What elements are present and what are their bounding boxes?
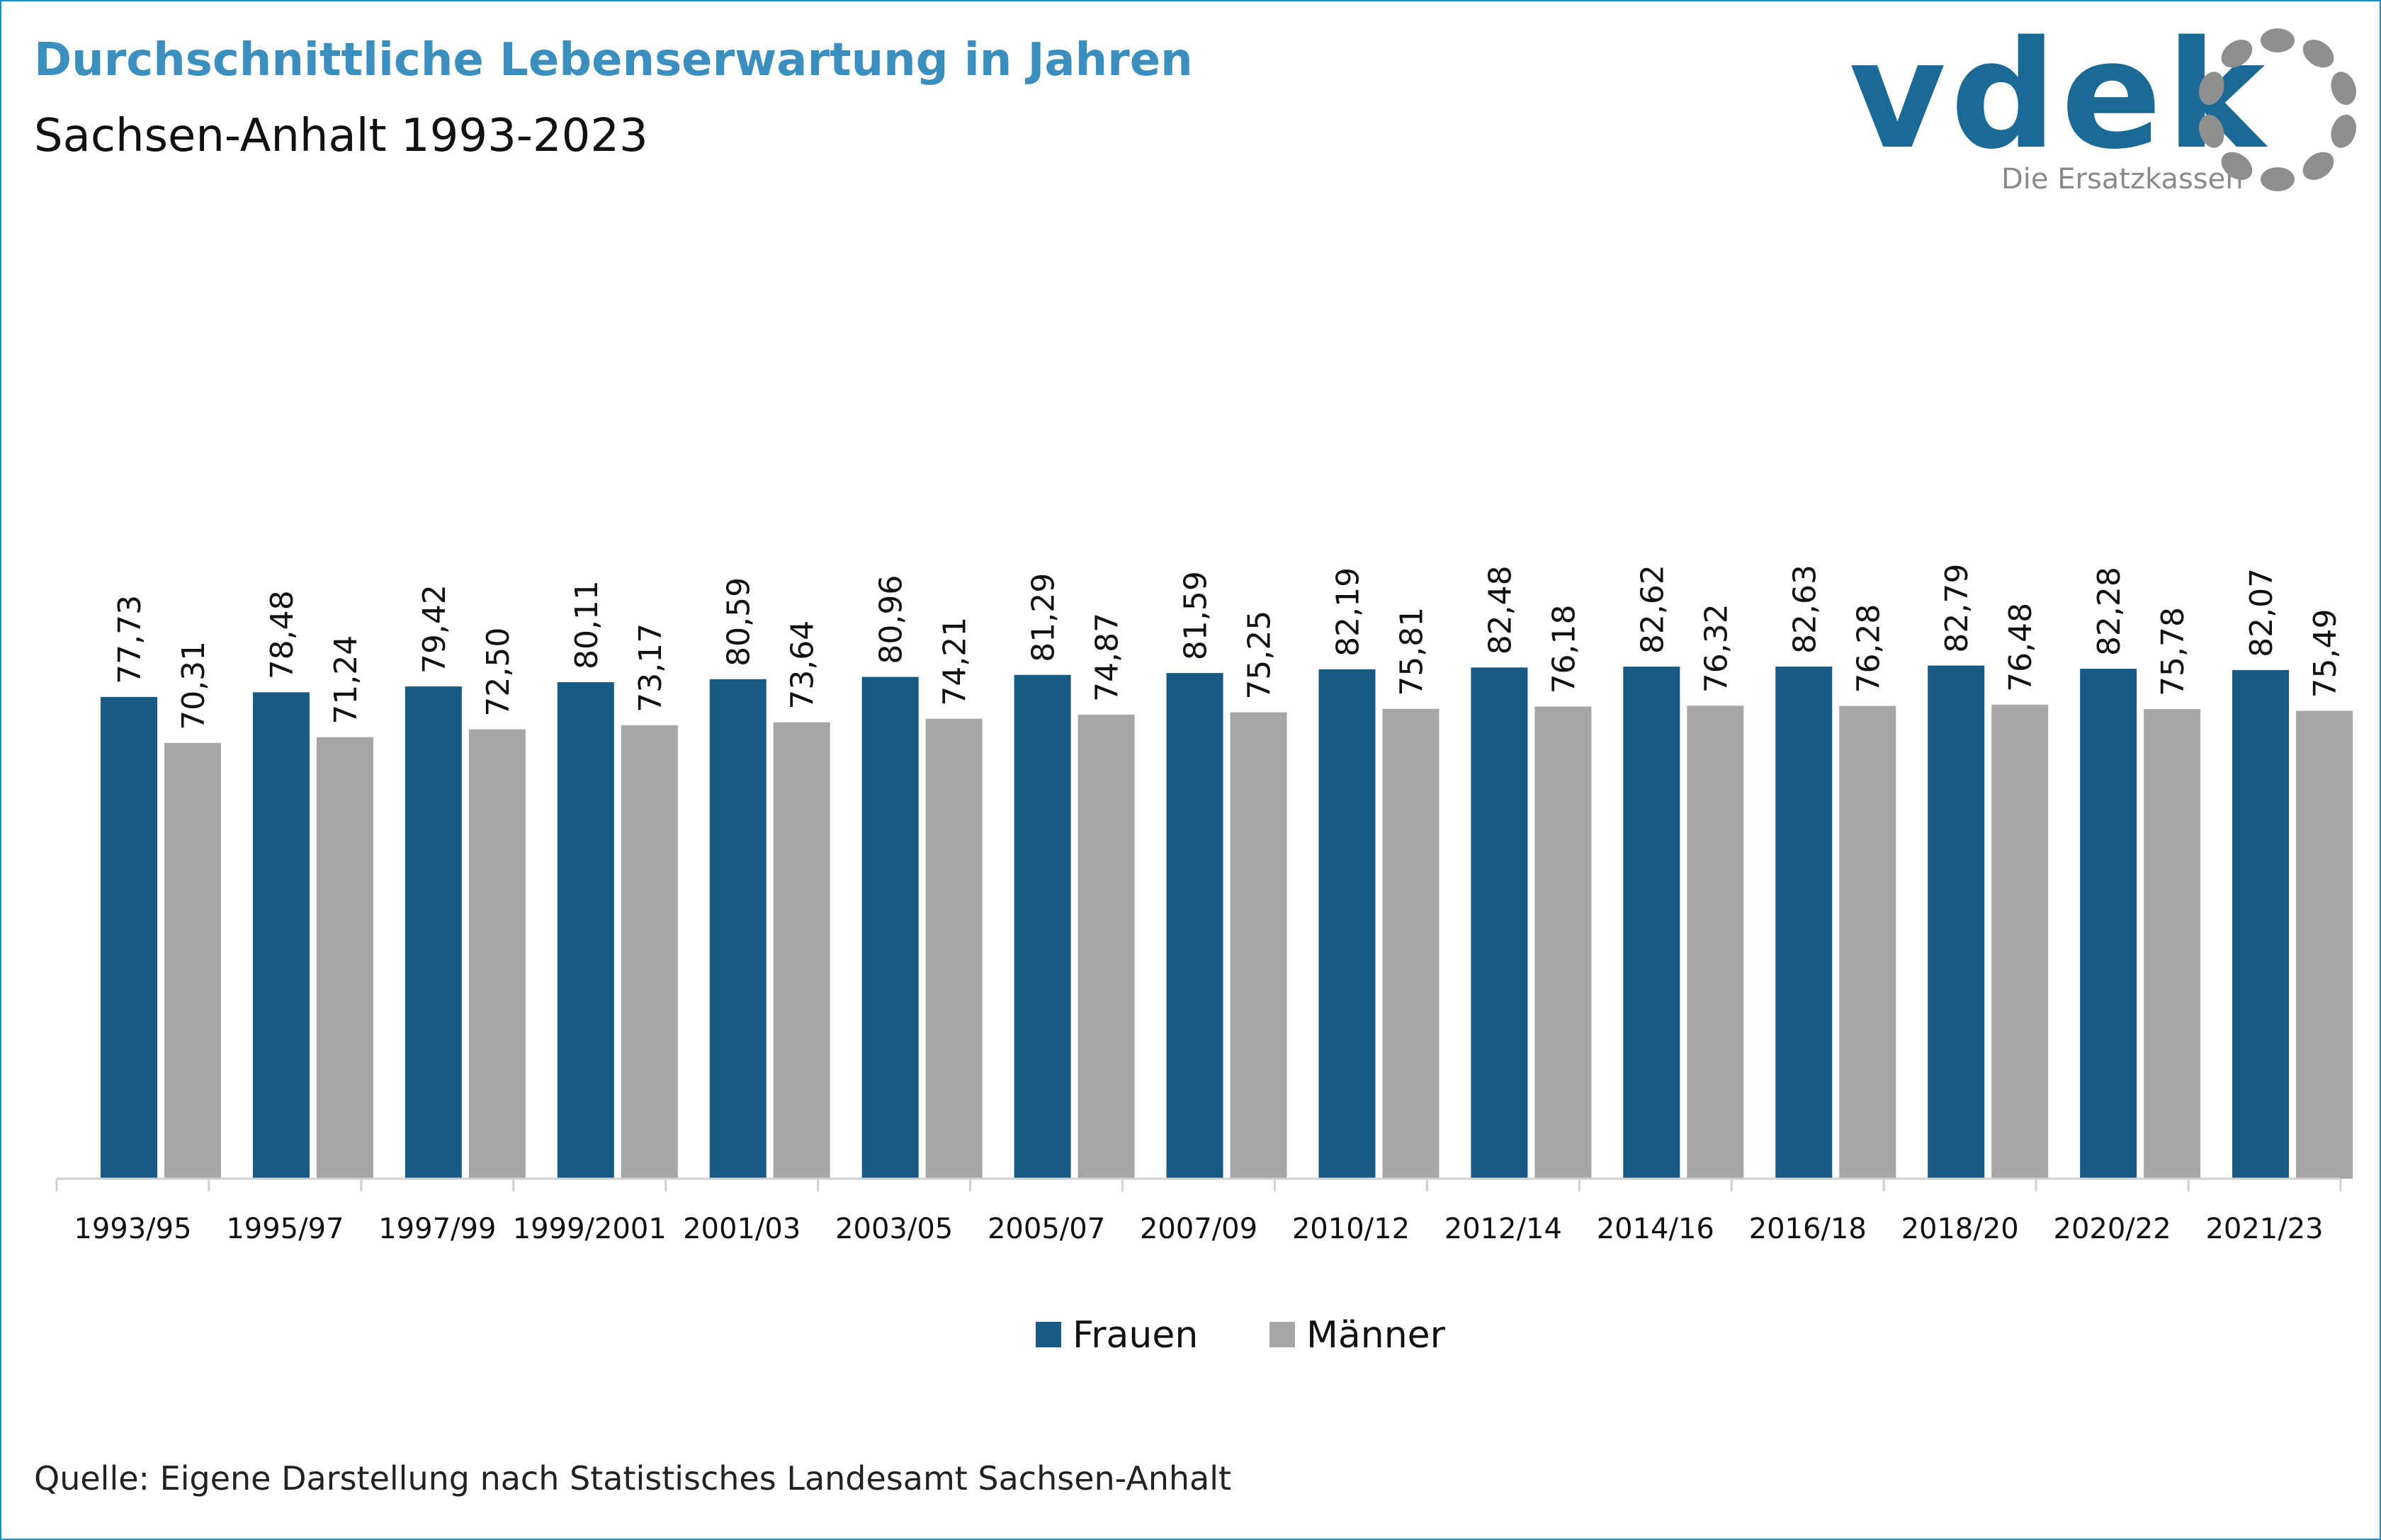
x-tick-label: 1993/95 — [74, 1213, 191, 1245]
data-label-maenner: 75,81 — [1393, 607, 1430, 696]
bar-maenner — [1534, 706, 1592, 1179]
x-tick-label: 1999/2001 — [513, 1213, 667, 1245]
data-label-frauen: 78,48 — [264, 590, 300, 679]
data-label-maenner: 76,48 — [2003, 603, 2039, 692]
data-label-maenner: 74,21 — [937, 617, 973, 706]
data-label-frauen: 79,42 — [417, 584, 453, 674]
bar-frauen — [1623, 667, 1680, 1179]
bar-maenner — [1991, 704, 2049, 1179]
data-label-frauen: 82,07 — [2244, 568, 2280, 657]
bar-maenner — [773, 722, 830, 1179]
data-label-maenner: 73,17 — [633, 623, 669, 713]
bar-maenner — [316, 737, 373, 1179]
legend-swatch-frauen — [1036, 1322, 1061, 1347]
bar-frauen — [1318, 669, 1376, 1179]
bar-frauen — [1014, 674, 1071, 1179]
x-tick-label: 2003/05 — [835, 1213, 953, 1245]
bar-maenner — [1078, 714, 1135, 1179]
data-label-frauen: 82,79 — [1939, 564, 1975, 653]
data-label-maenner: 75,78 — [2155, 607, 2191, 696]
data-label-maenner: 73,64 — [785, 621, 821, 710]
bar-frauen — [861, 676, 919, 1179]
bar-maenner — [164, 742, 221, 1179]
logo-ring-dot — [2302, 39, 2334, 68]
logo-ring-dot — [2199, 114, 2224, 148]
bar-maenner — [1230, 712, 1287, 1179]
data-label-frauen: 82,48 — [1482, 565, 1518, 655]
x-tick-label: 2014/16 — [1597, 1213, 1714, 1245]
bar-frauen — [557, 682, 614, 1179]
legend-swatch-maenner — [1269, 1322, 1295, 1347]
data-label-maenner: 75,49 — [2307, 608, 2343, 698]
bar-frauen — [1166, 673, 1223, 1179]
logo-ring-dot — [2331, 72, 2356, 106]
x-tick-label: 2021/23 — [2205, 1213, 2323, 1245]
chart-title: Durchschnittliche Lebenserwartung in Jah… — [34, 34, 1193, 86]
bar-maenner — [2144, 708, 2201, 1179]
data-label-frauen: 80,96 — [873, 575, 910, 664]
logo-wordmark: vdek — [1849, 9, 2270, 182]
x-tick-label: 2012/14 — [1444, 1213, 1562, 1245]
x-tick-label: 2016/18 — [1749, 1213, 1867, 1245]
data-label-maenner: 72,50 — [480, 628, 516, 717]
logo-ring-dot — [2221, 152, 2253, 181]
logo-ring-dot — [2221, 39, 2253, 68]
x-tick-label: 1995/97 — [226, 1213, 344, 1245]
logo-ring-dot — [2331, 114, 2356, 148]
dotted-ring-icon — [2199, 28, 2356, 191]
bar-maenner — [1687, 706, 1744, 1179]
data-label-maenner: 76,18 — [1546, 604, 1582, 693]
chart-subtitle: Sachsen-Anhalt 1993-2023 — [34, 110, 648, 162]
data-label-frauen: 77,73 — [112, 595, 148, 684]
bar-maenner — [621, 725, 678, 1179]
data-label-frauen: 82,63 — [1787, 565, 1823, 654]
bar-frauen — [709, 679, 767, 1179]
data-label-frauen: 82,62 — [1634, 565, 1670, 654]
bar-maenner — [2296, 710, 2353, 1179]
vdek-logo: vdek Die Ersatzkassen — [1842, 21, 2366, 205]
x-tick-label: 1997/99 — [378, 1213, 496, 1245]
x-tick-label: 2005/07 — [988, 1213, 1105, 1245]
logo-ring-dot — [2302, 152, 2334, 181]
logo-ring-dot — [2261, 28, 2295, 52]
bar-frauen — [1775, 666, 1833, 1179]
source-note: Quelle: Eigene Darstellung nach Statisti… — [34, 1459, 1232, 1497]
data-label-frauen: 80,59 — [721, 577, 757, 667]
logo-ring-dot — [2261, 167, 2295, 191]
x-tick-label: 2007/09 — [1140, 1213, 1257, 1245]
bar-maenner — [468, 729, 526, 1179]
legend-label-frauen: Frauen — [1073, 1314, 1198, 1357]
data-label-frauen: 82,19 — [1330, 567, 1366, 657]
bar-frauen — [1928, 665, 1985, 1179]
x-tick-label: 2020/22 — [2054, 1213, 2171, 1245]
data-label-maenner: 75,25 — [1242, 611, 1278, 700]
data-label-maenner: 76,28 — [1850, 604, 1887, 693]
logo-tagline: Die Ersatzkassen — [2001, 163, 2244, 196]
bar-frauen — [252, 692, 310, 1179]
bar-frauen — [2232, 669, 2290, 1179]
logo-ring-dot — [2199, 72, 2224, 106]
data-label-frauen: 82,28 — [2091, 567, 2127, 656]
x-tick-label: 2001/03 — [683, 1213, 801, 1245]
legend: Frauen Männer — [1036, 1314, 1446, 1357]
data-label-maenner: 74,87 — [1090, 613, 1126, 702]
x-tick-label: 2018/20 — [1901, 1213, 2019, 1245]
data-label-frauen: 80,11 — [569, 580, 605, 669]
bar-frauen — [2080, 669, 2137, 1179]
legend-label-maenner: Männer — [1306, 1314, 1446, 1357]
bar-frauen — [1471, 667, 1528, 1179]
data-label-maenner: 71,24 — [328, 635, 364, 725]
data-label-maenner: 76,32 — [1698, 604, 1734, 693]
bar-maenner — [1382, 708, 1440, 1179]
bar-frauen — [405, 686, 462, 1179]
data-label-frauen: 81,29 — [1026, 573, 1062, 662]
data-label-maenner: 70,31 — [176, 641, 212, 730]
bar-maenner — [925, 718, 983, 1179]
bar-frauen — [101, 696, 157, 1179]
x-tick-label: 2010/12 — [1292, 1213, 1410, 1245]
data-label-frauen: 81,59 — [1178, 571, 1214, 660]
bar-maenner — [1839, 706, 1896, 1179]
